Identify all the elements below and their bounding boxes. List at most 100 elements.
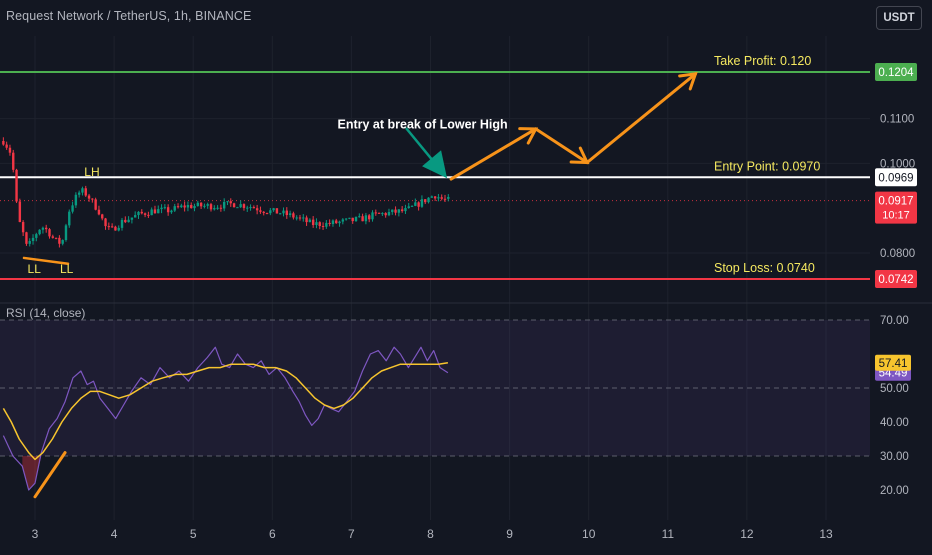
candle-body bbox=[252, 207, 256, 209]
candle-body bbox=[160, 207, 163, 210]
candle-body bbox=[120, 219, 124, 228]
candle-body bbox=[414, 202, 417, 206]
candle-body bbox=[269, 210, 272, 214]
candle-body bbox=[381, 213, 384, 215]
candle-body bbox=[282, 210, 285, 214]
candle-body bbox=[302, 217, 305, 219]
annotation-layer: Entry at break of Lower High LH LL LL bbox=[22, 71, 698, 276]
candle-body bbox=[364, 215, 368, 222]
candle-body bbox=[117, 227, 120, 231]
candle-body bbox=[308, 219, 312, 223]
candle-body bbox=[18, 201, 22, 223]
current-price-tag-bg bbox=[875, 191, 917, 224]
price-axis: 0.1100 0.1000 0.0800 70.00 50.00 40.00 30.00 20… bbox=[875, 63, 917, 497]
candle-body bbox=[180, 205, 183, 208]
price-tick-label: 0.1100 bbox=[880, 114, 914, 126]
candle-body bbox=[104, 218, 107, 227]
candle-body bbox=[193, 205, 196, 209]
price-tag-bg bbox=[875, 63, 917, 81]
candle-body bbox=[127, 219, 130, 223]
candle-body bbox=[229, 201, 232, 204]
candle-body bbox=[295, 217, 298, 219]
candle-body bbox=[331, 220, 335, 225]
rsi-ma-line bbox=[2, 362, 449, 461]
candle-body bbox=[35, 234, 38, 238]
candle-body bbox=[199, 202, 203, 207]
candle-body bbox=[15, 169, 18, 202]
rsi-tag-bg bbox=[875, 354, 911, 371]
candle-body bbox=[213, 208, 216, 210]
time-tick-label: 12 bbox=[740, 527, 754, 541]
candle-body bbox=[124, 219, 127, 223]
candle-body bbox=[21, 222, 25, 233]
candle-body bbox=[61, 240, 64, 244]
candle-body bbox=[443, 198, 447, 200]
annotation-entry-text: Entry at break of Lower High bbox=[338, 117, 508, 131]
candle-body bbox=[173, 206, 176, 211]
rsi-tick-label: 20.00 bbox=[880, 485, 909, 497]
candle-body bbox=[97, 209, 101, 215]
candle-body bbox=[358, 216, 361, 218]
time-tick-label: 3 bbox=[32, 527, 39, 541]
level-lines: Take Profit: 0.120 Entry Point: 0.0970 Sto… bbox=[0, 54, 870, 280]
candle-body bbox=[8, 147, 12, 153]
rsi-tick-label: 40.00 bbox=[880, 417, 909, 429]
currency-button[interactable]: USDT bbox=[876, 6, 922, 30]
symbol-title: Request Network / TetherUS, 1h, BINANCE bbox=[6, 9, 252, 23]
candle-body bbox=[133, 215, 137, 218]
candle-body bbox=[183, 205, 186, 208]
candle-body bbox=[81, 188, 84, 193]
rsi-title: RSI (14, close) bbox=[6, 306, 85, 320]
candle-body bbox=[101, 214, 104, 219]
candle-body bbox=[400, 209, 404, 212]
candle-body bbox=[262, 211, 265, 213]
time-tick-label: 8 bbox=[427, 527, 434, 541]
time-tick-label: 5 bbox=[190, 527, 197, 541]
candle-body bbox=[114, 226, 117, 231]
candle-body bbox=[58, 237, 61, 244]
candle-body bbox=[249, 207, 252, 209]
candle-body bbox=[338, 221, 341, 224]
candle-body bbox=[130, 217, 134, 220]
arrowhead-3 bbox=[678, 71, 698, 91]
teal-pointer-head bbox=[422, 150, 448, 179]
price-tick-label: 0.0800 bbox=[880, 248, 915, 260]
candle-body bbox=[394, 209, 397, 213]
candle-body bbox=[28, 241, 31, 244]
candle-body bbox=[206, 204, 209, 206]
time-axis: 3 4 5 6 7 8 9 10 11 12 13 bbox=[32, 527, 833, 541]
candle-body bbox=[107, 226, 111, 228]
candle-body bbox=[404, 208, 407, 212]
candle-body bbox=[275, 208, 279, 214]
candle-body bbox=[255, 208, 259, 211]
time-tick-label: 9 bbox=[506, 527, 513, 541]
candle-body bbox=[140, 211, 143, 214]
candle-body bbox=[447, 196, 450, 199]
candle-body bbox=[387, 212, 391, 216]
candlestick-series bbox=[2, 137, 450, 248]
candle-body bbox=[51, 236, 54, 238]
candle-body bbox=[407, 206, 410, 209]
candle-body bbox=[143, 213, 147, 215]
rsi-pane: RSI (14, close) bbox=[0, 306, 870, 499]
candle-body bbox=[12, 152, 15, 170]
candle-body bbox=[25, 232, 28, 244]
candle-body bbox=[110, 226, 114, 228]
candle-body bbox=[170, 210, 173, 213]
candle-body bbox=[5, 144, 8, 148]
rsi-projection-arrow bbox=[33, 451, 67, 499]
candle-body bbox=[31, 237, 35, 242]
candle-body bbox=[137, 211, 140, 216]
candle-body bbox=[166, 207, 170, 213]
time-tick-label: 10 bbox=[582, 527, 596, 541]
candle-body bbox=[91, 198, 94, 200]
candle-body bbox=[288, 213, 292, 216]
annotation-ll: LL bbox=[60, 262, 74, 276]
price-tag-bg bbox=[875, 168, 917, 187]
candle-body bbox=[226, 201, 229, 203]
candle-body bbox=[391, 209, 394, 213]
candle-body bbox=[239, 204, 242, 208]
rsi-tick-label: 30.00 bbox=[880, 451, 909, 463]
